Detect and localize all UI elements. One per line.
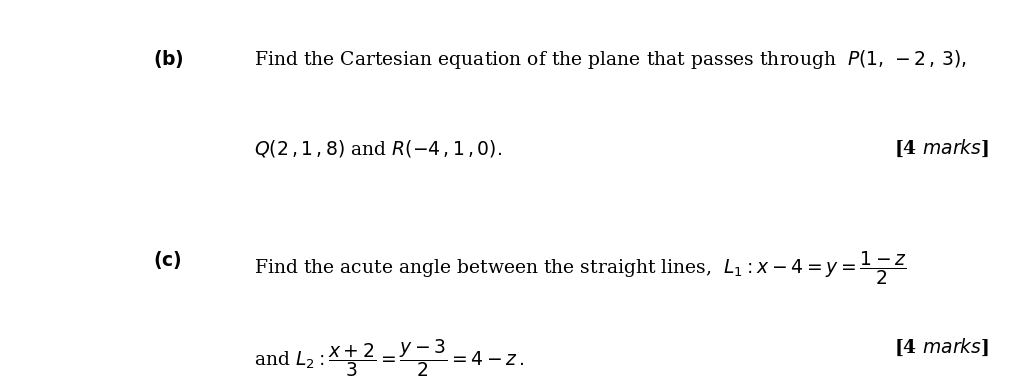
Text: $\mathbf{(c)}$: $\mathbf{(c)}$ (153, 249, 182, 271)
Text: and $L_2 : \dfrac{x+2}{3} = \dfrac{y-3}{2} = 4 - z\,.$: and $L_2 : \dfrac{x+2}{3} = \dfrac{y-3}{… (254, 337, 524, 379)
Text: Find the Cartesian equation of the plane that passes through  $P(1,\,-2\,,\,3),$: Find the Cartesian equation of the plane… (254, 48, 967, 71)
Text: Find the acute angle between the straight lines,  $L_1 : x - 4 = y = \dfrac{1-z}: Find the acute angle between the straigh… (254, 249, 906, 287)
Text: $Q(2\,,1\,,8)$ and $R(-4\,,1\,,0).$: $Q(2\,,1\,,8)$ and $R(-4\,,1\,,0).$ (254, 138, 501, 159)
Text: [4 $\mathit{marks}$]: [4 $\mathit{marks}$] (894, 337, 989, 358)
Text: $\mathbf{(b)}$: $\mathbf{(b)}$ (153, 48, 184, 70)
Text: [4 $\mathit{marks}$]: [4 $\mathit{marks}$] (894, 138, 989, 159)
